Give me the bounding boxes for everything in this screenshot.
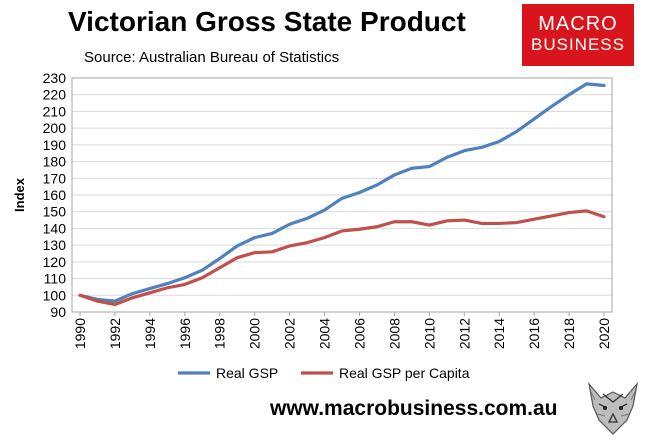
y-tick-label: 110 xyxy=(44,271,67,287)
x-tick-label: 2018 xyxy=(561,318,577,349)
wolf-logo-icon xyxy=(588,381,638,435)
y-axis-label: Index xyxy=(12,177,27,212)
page-title: Victorian Gross State Product xyxy=(68,6,466,37)
chart-gridlines xyxy=(72,94,612,296)
x-axis-ticks: 1990 1992 1994 1996 1998 2000 2002 2004 2006 2008… xyxy=(72,312,612,349)
logo-line-1: MACRO xyxy=(538,13,618,35)
y-tick-label: 180 xyxy=(43,154,67,170)
y-tick-label: 160 xyxy=(43,187,67,203)
y-axis-ticks: 9010011012013014015016017018019020021022… xyxy=(43,70,67,320)
macrobusiness-logo: MACRO BUSINESS xyxy=(522,4,634,66)
x-tick-label: 2000 xyxy=(247,318,263,349)
x-tick-label: 1994 xyxy=(142,318,158,349)
y-tick-label: 90 xyxy=(50,304,66,320)
y-tick-label: 190 xyxy=(43,137,67,153)
y-tick-label: 150 xyxy=(43,204,67,220)
chart-series xyxy=(78,82,606,307)
plot-area-border xyxy=(71,77,613,313)
legend-label: Real GSP per Capita xyxy=(339,365,470,381)
y-tick-label: 130 xyxy=(43,237,67,253)
x-tick-label: 2012 xyxy=(456,318,472,349)
y-tick-label: 120 xyxy=(43,254,67,270)
page-subtitle: Source: Australian Bureau of Statistics xyxy=(84,49,340,66)
series-line xyxy=(78,82,606,303)
x-tick-label: 2014 xyxy=(491,318,507,349)
x-tick-label: 2016 xyxy=(526,318,542,349)
x-tick-label: 2006 xyxy=(351,318,367,349)
x-tick-label: 1990 xyxy=(72,318,88,349)
logo-line-2: BUSINESS xyxy=(531,35,625,54)
x-tick-label: 2020 xyxy=(596,318,612,349)
y-tick-label: 100 xyxy=(43,287,67,303)
y-tick-label: 210 xyxy=(43,103,67,119)
x-tick-label: 1992 xyxy=(107,318,123,349)
x-tick-label: 2002 xyxy=(282,318,298,349)
x-tick-label: 2004 xyxy=(317,318,333,349)
chart-legend: Real GSP Real GSP per Capita xyxy=(178,365,470,381)
series-line xyxy=(78,209,606,307)
legend-label: Real GSP xyxy=(216,365,278,381)
y-tick-label: 220 xyxy=(43,87,67,103)
y-tick-label: 230 xyxy=(43,70,67,86)
y-tick-label: 170 xyxy=(43,170,67,186)
x-tick-label: 1998 xyxy=(212,318,228,349)
y-tick-label: 200 xyxy=(43,120,67,136)
x-tick-label: 2008 xyxy=(386,318,402,349)
website-url: www.macrobusiness.com.au xyxy=(270,397,558,420)
x-tick-label: 2010 xyxy=(421,318,437,349)
y-tick-label: 140 xyxy=(43,220,67,236)
x-tick-label: 1996 xyxy=(177,318,193,349)
